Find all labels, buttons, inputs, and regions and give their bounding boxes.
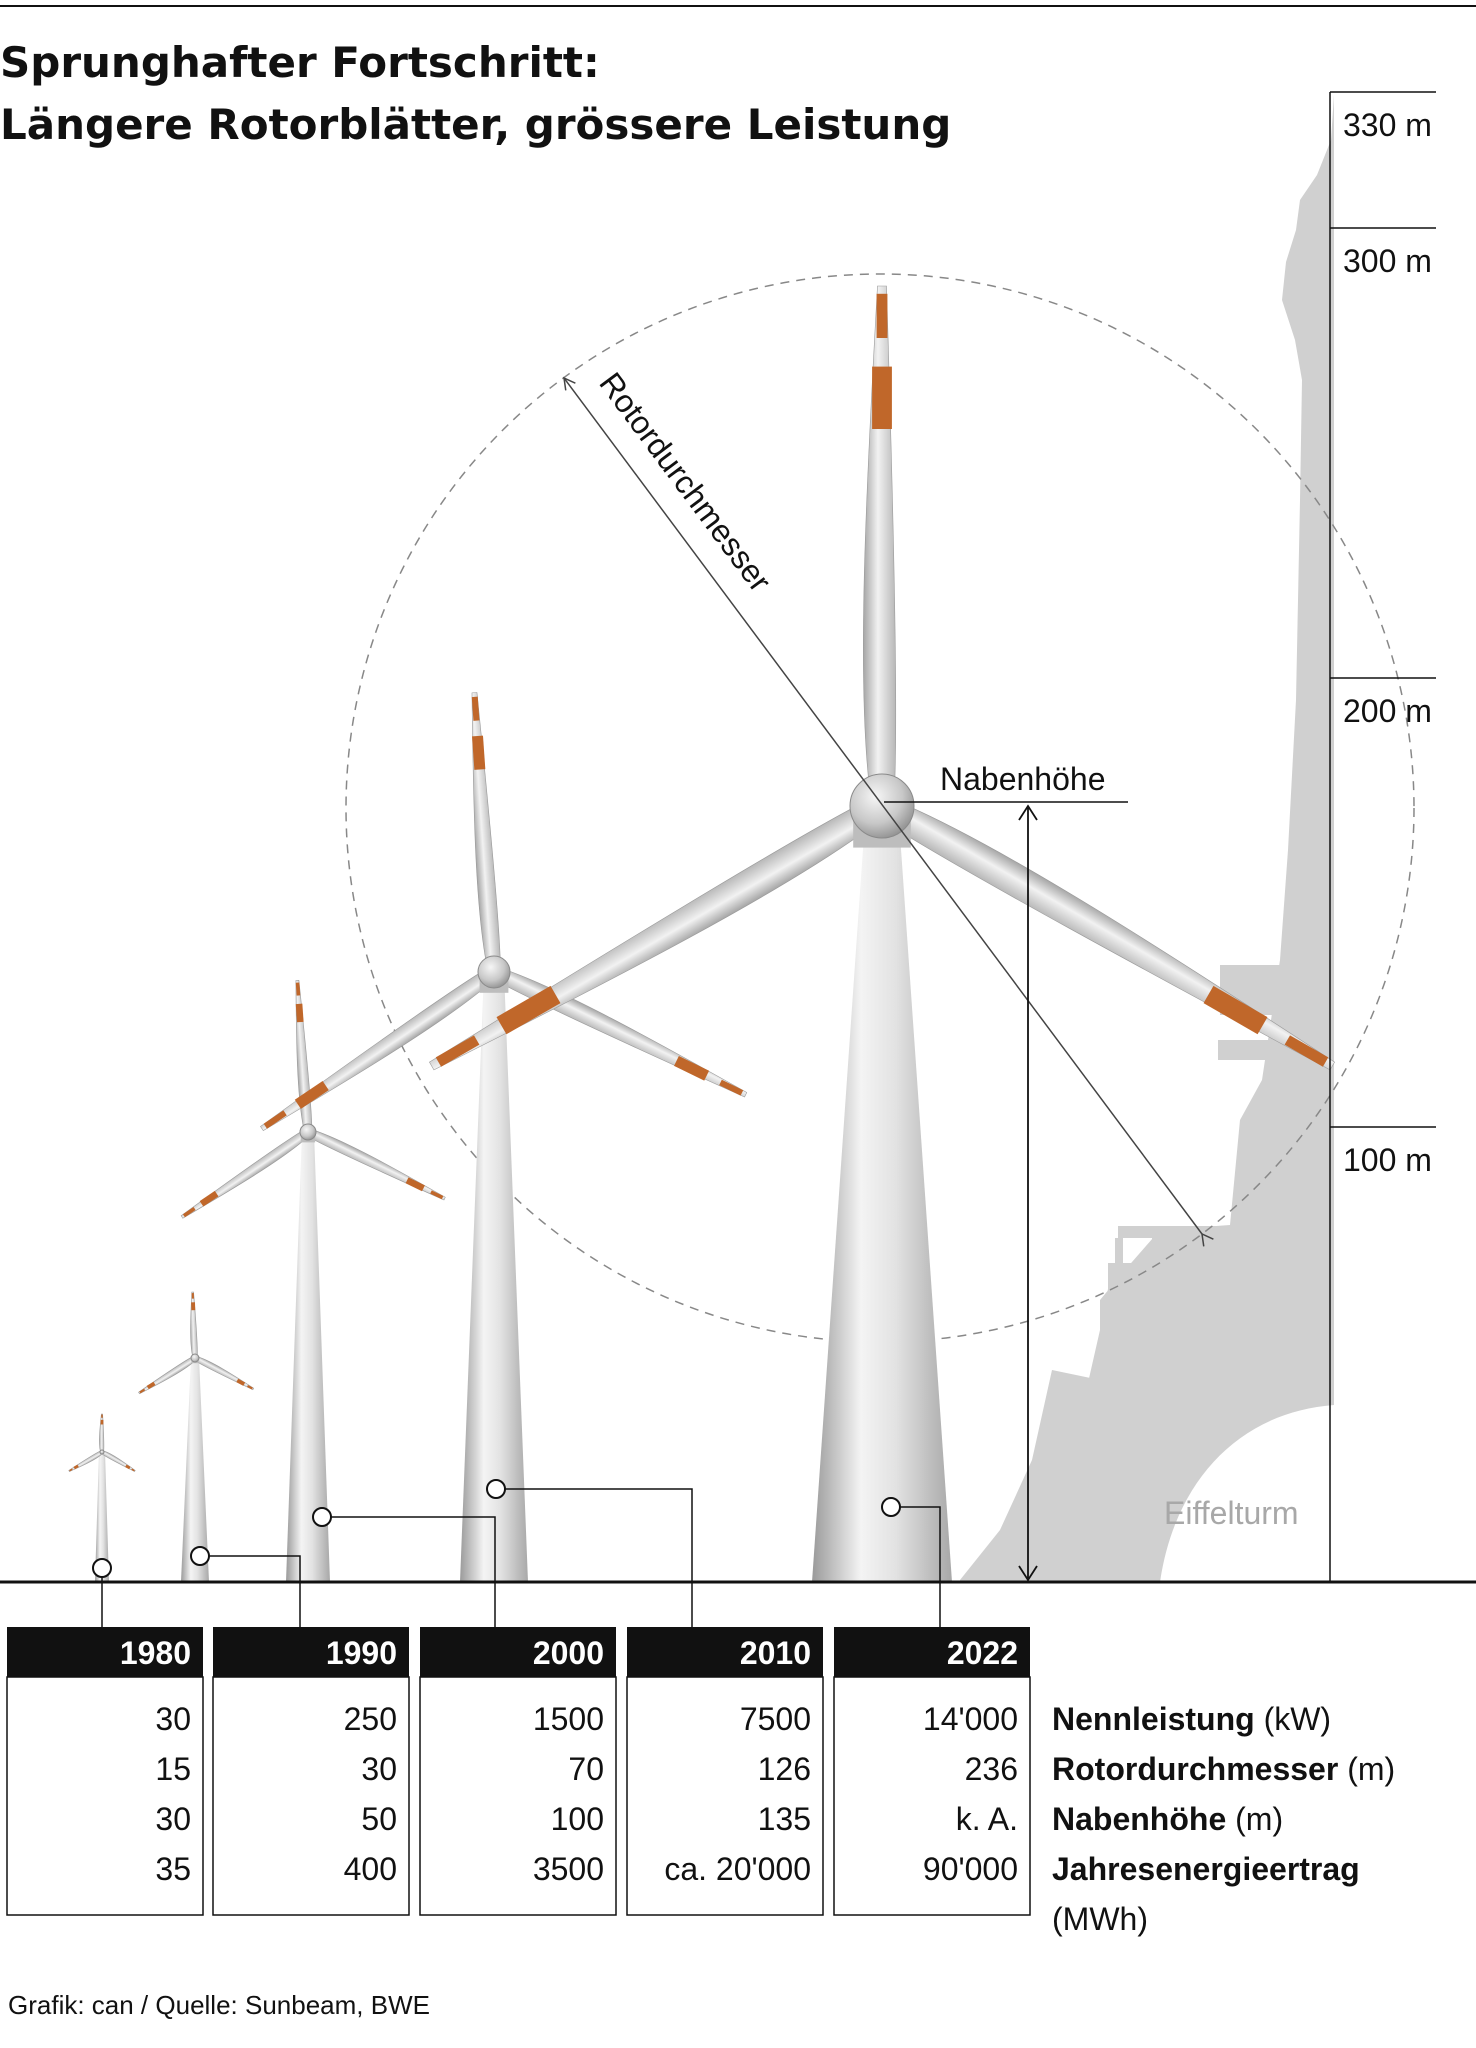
turbine-blade [180, 1130, 307, 1219]
year-header [213, 1627, 409, 1677]
year-header [834, 1627, 1030, 1677]
turbine-blade [471, 692, 501, 964]
year-label: 2022 [947, 1635, 1018, 1671]
wind-turbine [138, 1291, 255, 1582]
turbine-blade [862, 285, 897, 788]
year-header [627, 1627, 823, 1677]
table-cell: 35 [155, 1851, 191, 1887]
table-cell: 3500 [533, 1851, 604, 1887]
year-header [420, 1627, 616, 1677]
year-label: 1980 [120, 1635, 191, 1671]
year-column [212, 1676, 410, 1916]
turbine-blade [260, 971, 491, 1132]
row-label: Rotordurchmesser (m) [1052, 1751, 1395, 1787]
turbine-blade [68, 1450, 103, 1472]
turbine-blade [190, 1291, 198, 1356]
table-cell: 126 [758, 1751, 811, 1787]
row-unit: (MWh) [1052, 1901, 1148, 1937]
wind-turbine [180, 979, 446, 1582]
data-table: 1980 30 15 30 35 1990 250 30 50 400 2000 1500 70 100 3… [6, 1627, 1395, 1937]
turbine-hub [477, 955, 511, 989]
table-cell: k. A. [956, 1801, 1018, 1837]
table-cell: 1500 [533, 1701, 604, 1737]
turbine-tower [460, 972, 528, 1582]
page-title: Sprunghafter Fortschritt: Längere Rotorb… [0, 32, 951, 156]
wind-turbine [68, 1413, 136, 1582]
table-cell: 50 [361, 1801, 397, 1837]
title-line-1: Sprunghafter Fortschritt: [0, 38, 600, 87]
leader-line [331, 1516, 496, 1627]
rotor-diameter-arrow [563, 376, 1214, 1247]
year-column [833, 1676, 1031, 1916]
year-column [626, 1676, 824, 1916]
table-cell: 400 [344, 1851, 397, 1887]
table-cell: 90'000 [923, 1851, 1018, 1887]
height-scale: 330 m 300 m 200 m 100 m [1329, 91, 1436, 1582]
turbine-hub [849, 773, 915, 839]
hub-height-arrow-bottom [1018, 1565, 1038, 1582]
turbine-tower [181, 1358, 209, 1582]
scale-label: 300 m [1343, 243, 1432, 279]
row-label: Nennleistung (kW) [1052, 1701, 1331, 1737]
eiffel-label: Eiffelturm [1164, 1495, 1299, 1531]
table-cell: 135 [758, 1801, 811, 1837]
turbine-hub [299, 1123, 317, 1141]
leader-dot [881, 1497, 901, 1517]
table-cell: 30 [361, 1751, 397, 1787]
year-leaders [92, 1479, 941, 1627]
turbine-blade [195, 1356, 255, 1391]
turbine-blade [99, 1413, 105, 1452]
scale-label: 200 m [1343, 693, 1432, 729]
year-label: 2010 [740, 1635, 811, 1671]
hub-height-label: Nabenhöhe [940, 761, 1105, 797]
table-cell: 236 [965, 1751, 1018, 1787]
table-cell: 30 [155, 1801, 191, 1837]
turbine-hub [190, 1353, 200, 1363]
turbine-blade [891, 804, 1335, 1071]
year-label: 1990 [326, 1635, 397, 1671]
leader-dot [190, 1546, 210, 1566]
scale-label: 330 m [1343, 107, 1432, 143]
table-cell: 70 [568, 1751, 604, 1787]
leader-line [505, 1488, 693, 1627]
row-label: Jahresenergieertrag [1052, 1851, 1360, 1887]
eiffel-tower-silhouette [960, 95, 1334, 1582]
year-column [6, 1676, 204, 1916]
turbine-blade [499, 969, 748, 1098]
source-credit: Grafik: can / Quelle: Sunbeam, BWE [8, 1990, 430, 2020]
leader-dot [486, 1479, 506, 1499]
turbine-hub [99, 1449, 105, 1455]
turbine-tower [95, 1452, 109, 1582]
turbine-tower [286, 1132, 330, 1582]
turbine-blade [101, 1450, 136, 1472]
turbine-blade [138, 1356, 195, 1395]
table-cell: 100 [551, 1801, 604, 1837]
year-label: 2000 [533, 1635, 604, 1671]
rotor-diameter-label: Rotordurchmesser [592, 366, 778, 599]
year-header [7, 1627, 203, 1677]
turbine-blade [310, 1129, 446, 1201]
hub-height-arrow-top [1018, 804, 1038, 821]
turbine-tower [812, 806, 952, 1582]
table-cell: ca. 20'000 [664, 1851, 811, 1887]
table-cell: 15 [155, 1751, 191, 1787]
leader-dot [312, 1507, 332, 1527]
leader-dot [92, 1558, 112, 1578]
leader-line [209, 1555, 301, 1627]
table-cell: 250 [344, 1701, 397, 1737]
table-cell: 14'000 [923, 1701, 1018, 1737]
row-label: Nabenhöhe (m) [1052, 1801, 1283, 1837]
table-cell: 7500 [740, 1701, 811, 1737]
leader-line [900, 1506, 941, 1627]
year-column [419, 1676, 617, 1916]
scale-label: 100 m [1343, 1142, 1432, 1178]
title-line-2: Längere Rotorblätter, grössere Leistung [0, 100, 952, 149]
table-cell: 30 [155, 1701, 191, 1737]
